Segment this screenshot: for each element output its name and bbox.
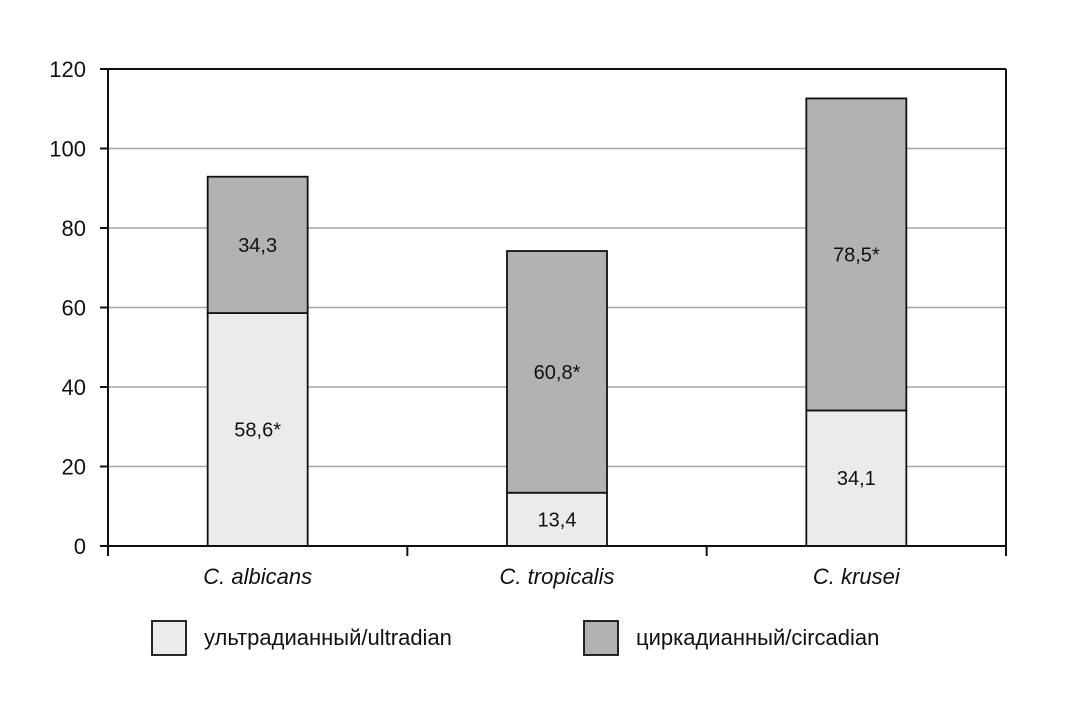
x-category-label: C. krusei bbox=[813, 564, 901, 589]
data-label: 34,1 bbox=[837, 468, 876, 490]
y-tick-label: 120 bbox=[49, 57, 86, 82]
y-tick-label: 0 bbox=[74, 534, 86, 559]
data-label: 34,3 bbox=[238, 235, 277, 257]
y-tick-label: 80 bbox=[62, 216, 86, 241]
legend-label: циркадианный/circadian bbox=[636, 625, 879, 650]
legend-swatch bbox=[583, 620, 619, 656]
y-tick-label: 60 bbox=[62, 296, 86, 321]
y-tick-label: 100 bbox=[49, 137, 86, 162]
bars bbox=[206, 97, 908, 547]
bar-segment bbox=[805, 97, 908, 412]
y-tick-label: 40 bbox=[62, 375, 86, 400]
data-label: 78,5* bbox=[833, 244, 880, 266]
x-category-label: C. albicans bbox=[203, 564, 312, 589]
legend-swatch bbox=[151, 620, 187, 656]
axes: 0 20 40 60 80 100 120 C. albicans C. tropicalis C… bbox=[49, 57, 1007, 589]
data-label: 60,8* bbox=[534, 362, 581, 384]
x-category-label: C. tropicalis bbox=[500, 564, 615, 589]
y-tick-label: 20 bbox=[62, 455, 86, 480]
bar-segment bbox=[206, 175, 309, 314]
bar-segment bbox=[805, 409, 908, 547]
legend: ультрадианный/ultradian циркадианный/circ… bbox=[151, 620, 879, 656]
data-label: 13,4 bbox=[538, 509, 577, 531]
data-labels: 58,6* 34,3 13,4 60,8* 34,1 78,5* bbox=[234, 235, 880, 531]
legend-label: ультрадианный/ultradian bbox=[204, 625, 452, 650]
data-label: 58,6* bbox=[234, 420, 281, 442]
bar-segment bbox=[506, 250, 608, 494]
bar-segment bbox=[506, 491, 608, 547]
